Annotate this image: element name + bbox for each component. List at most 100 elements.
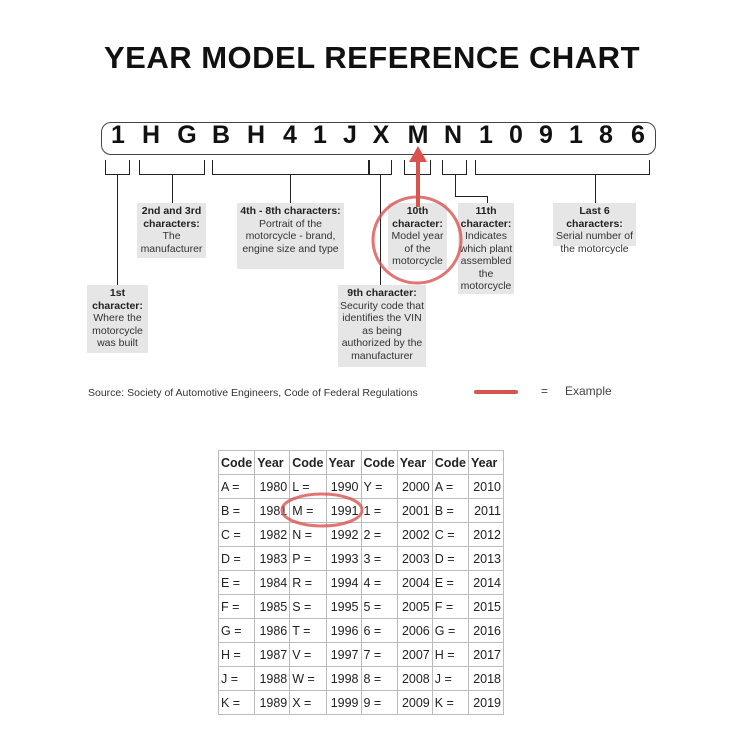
bracket — [475, 160, 476, 175]
bracket — [129, 160, 130, 175]
code-cell: B = — [431, 498, 470, 523]
callout-9th: 9th character: Security code that identif… — [338, 285, 426, 367]
code-cell: J = — [431, 666, 470, 691]
code-cell: R = — [289, 570, 327, 595]
code-cell: 9 = — [360, 690, 398, 715]
bracket — [475, 174, 650, 175]
year-cell: 1988 — [254, 666, 291, 691]
callout-10th: 10th character: Model year of the motorcy… — [388, 203, 447, 270]
year-cell: 2004 — [396, 570, 433, 595]
code-cell: S = — [289, 594, 327, 619]
vin-char: H — [246, 121, 266, 149]
vin-char: 1 — [569, 121, 583, 149]
table-row: G = 1986 T = 1996 6 = 2006 G = 2016 — [217, 618, 504, 643]
callout-text: Indicates which plant assembled the moto… — [459, 230, 513, 292]
callout-text: Security code that identifies the VIN as… — [339, 299, 425, 362]
year-cell: 1980 — [254, 474, 291, 499]
year-cell: 2019 — [468, 690, 504, 715]
table-header-row: Code Year Code Year Code Year Code Year — [217, 450, 504, 475]
year-cell: 1983 — [254, 546, 291, 571]
year-cell: 1995 — [325, 594, 362, 619]
page-title: YEAR MODEL REFERENCE CHART — [103, 40, 641, 75]
callout-4th-8th: 4th - 8th characters: Portrait of the mot… — [237, 203, 344, 269]
year-cell: 1993 — [325, 546, 362, 571]
vin-char: M — [407, 121, 429, 149]
vin-char: 1 — [313, 121, 327, 149]
bracket — [466, 160, 467, 175]
callout-heading: Last 6 characters: — [566, 205, 623, 230]
vin-char: 8 — [599, 121, 613, 149]
connector — [595, 174, 596, 203]
year-cell: 1989 — [254, 690, 291, 715]
callout-last-6: Last 6 characters: Serial number of the m… — [553, 203, 636, 255]
code-cell: K = — [217, 690, 256, 715]
table-row: B = 1981 M = 1991 1 = 2001 B = 2011 — [217, 498, 504, 523]
code-cell: H = — [217, 642, 256, 667]
connector — [455, 174, 456, 197]
vin-char: X — [372, 121, 390, 149]
bracket — [391, 160, 392, 175]
column-header: Code — [289, 450, 327, 475]
year-cell: 2013 — [468, 546, 504, 571]
vin-char: 1 — [479, 121, 493, 149]
callout-heading: 1st character: — [92, 287, 143, 312]
code-cell: W = — [289, 666, 327, 691]
year-cell: 1999 — [325, 690, 362, 715]
bracket — [442, 174, 467, 175]
connector — [455, 196, 488, 197]
column-header: Year — [396, 450, 433, 475]
bracket — [204, 160, 205, 175]
code-cell: X = — [289, 690, 327, 715]
vin-char: 0 — [509, 121, 523, 149]
callout-1st: 1st character: Where the motorcycle was b… — [87, 285, 148, 353]
column-header: Code — [360, 450, 398, 475]
highlight-circle-10th — [371, 195, 463, 285]
vin-char: 4 — [283, 121, 297, 149]
bracket — [139, 160, 140, 175]
table-row: D = 1983 P = 1993 3 = 2003 D = 2013 — [217, 546, 504, 571]
code-cell: A = — [217, 474, 256, 499]
year-cell: 2017 — [468, 642, 504, 667]
bracket — [442, 160, 443, 175]
column-header: Year — [468, 450, 504, 475]
callout-text: Where the motorcycle was built — [92, 312, 143, 349]
vin-box — [101, 122, 656, 155]
vin-char: H — [141, 121, 161, 149]
year-cell: 1994 — [325, 570, 362, 595]
column-header: Year — [325, 450, 362, 475]
code-cell: H = — [431, 642, 470, 667]
vin-char: G — [177, 121, 197, 149]
bracket — [368, 160, 369, 175]
column-header: Code — [431, 450, 470, 475]
code-cell: P = — [289, 546, 327, 571]
year-cell: 1997 — [325, 642, 362, 667]
year-cell: 2002 — [396, 522, 433, 547]
bracket — [404, 160, 405, 175]
connector — [380, 174, 381, 285]
highlight-arrow-head — [409, 146, 427, 162]
bracket — [105, 160, 106, 175]
bracket — [430, 160, 431, 175]
table-row: K = 1989 X = 1999 9 = 2009 K = 2019 — [217, 690, 504, 715]
vin-char: 9 — [539, 121, 553, 149]
year-cell: 2014 — [468, 570, 504, 595]
year-cell: 2015 — [468, 594, 504, 619]
vin-char: B — [211, 121, 231, 149]
callout-text: The manufacturer — [140, 230, 203, 255]
callout-text: Portrait of the motorcycle - brand, engi… — [242, 217, 339, 255]
table-row: E = 1984 R = 1994 4 = 2004 E = 2014 — [217, 570, 504, 595]
year-cell: 1998 — [325, 666, 362, 691]
source-note: Source: Society of Automotive Engineers,… — [88, 387, 418, 399]
connector — [487, 196, 488, 203]
year-cell: 1987 — [254, 642, 291, 667]
table-row: A = 1980 L = 1990 Y = 2000 A = 2010 — [217, 474, 504, 499]
legend-equals: = — [541, 384, 549, 398]
callout-11th: 11th character: Indicates which plant ass… — [458, 203, 514, 294]
code-cell: G = — [217, 618, 256, 643]
connector — [290, 174, 291, 203]
connector — [172, 174, 173, 203]
code-cell: B = — [217, 498, 256, 523]
bracket — [212, 160, 213, 175]
callout-2nd-3rd: 2nd and 3rd characters: The manufacturer — [137, 203, 206, 258]
